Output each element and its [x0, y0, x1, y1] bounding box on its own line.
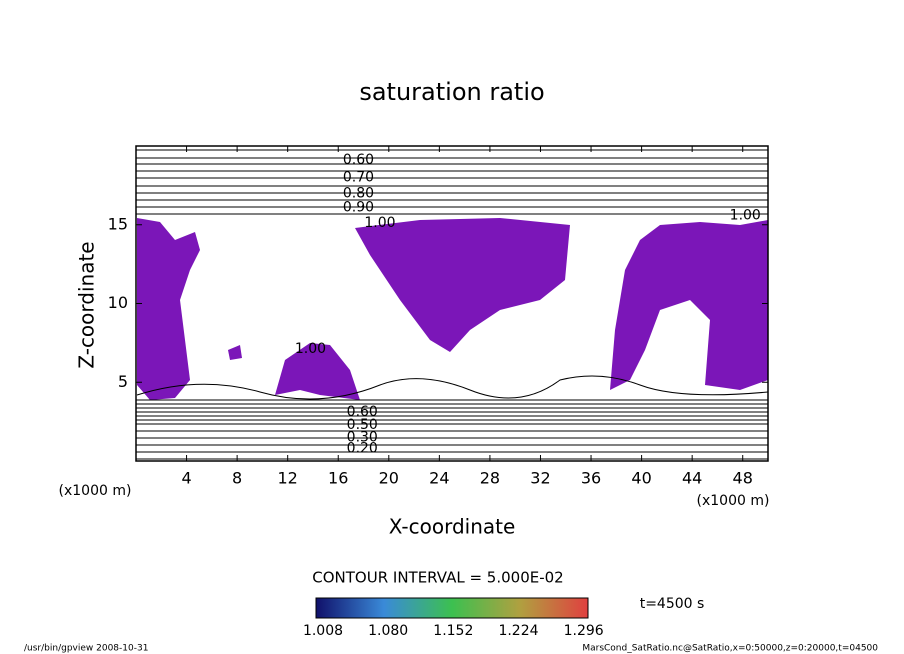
y-unit: (x1000 m) [59, 483, 132, 499]
time-label: t=4500 s [640, 596, 705, 612]
contour-label: 1.00 [364, 215, 395, 231]
x-tick-label: 20 [379, 469, 399, 488]
colorbar-label: 1.152 [433, 623, 473, 639]
contour-label: 0.20 [347, 440, 378, 456]
y-tick-label: 15 [108, 214, 128, 233]
supersaturated-regions [137, 218, 768, 400]
x-tick-label: 44 [682, 469, 702, 488]
x-unit: (x1000 m) [697, 493, 770, 509]
x-axis-label: X-coordinate [389, 515, 516, 539]
chart-title: saturation ratio [359, 78, 544, 106]
contour-label: 1.00 [730, 207, 761, 223]
colorbar-label: 1.008 [303, 623, 343, 639]
x-tick-label: 16 [328, 469, 348, 488]
y-tick-label: 10 [108, 293, 128, 312]
region [275, 343, 360, 400]
contour-label: 0.60 [347, 404, 378, 420]
contour-line [136, 375, 769, 400]
region [610, 220, 768, 390]
contour-label: 0.30 [347, 429, 378, 445]
colorbar [315, 597, 589, 619]
footer-left: /usr/bin/gpview 2008-10-31 [24, 644, 148, 654]
x-tick-label: 4 [181, 469, 191, 488]
contour-label: 0.80 [343, 185, 374, 201]
x-tick-label: 48 [733, 469, 753, 488]
y-axis-label: Z-coordinate [75, 241, 99, 368]
x-tick-label: 40 [631, 469, 651, 488]
x-tick-label: 32 [530, 469, 550, 488]
colorbar-label: 1.224 [498, 623, 538, 639]
contour-lines [136, 149, 769, 460]
contour-label: 0.90 [343, 199, 374, 215]
x-tick-label: 8 [232, 469, 242, 488]
x-tick-label: 36 [581, 469, 601, 488]
contour-label: 0.60 [343, 152, 374, 168]
contour-label: 1.00 [295, 341, 326, 357]
contour-label: 0.70 [343, 170, 374, 186]
colorbar-label: 1.080 [368, 623, 408, 639]
x-tick-label: 28 [480, 469, 500, 488]
contour-label: 0.50 [347, 417, 378, 433]
colorbar-label: 1.296 [564, 623, 604, 639]
region [355, 218, 570, 352]
contour-interval: CONTOUR INTERVAL = 5.000E-02 [312, 569, 563, 587]
region [137, 218, 200, 400]
y-tick-label: 5 [118, 372, 128, 391]
x-tick-label: 12 [278, 469, 298, 488]
footer-right: MarsCond_SatRatio.nc@SatRatio,x=0:50000,… [582, 644, 878, 654]
x-tick-label: 24 [429, 469, 449, 488]
region [228, 345, 242, 360]
